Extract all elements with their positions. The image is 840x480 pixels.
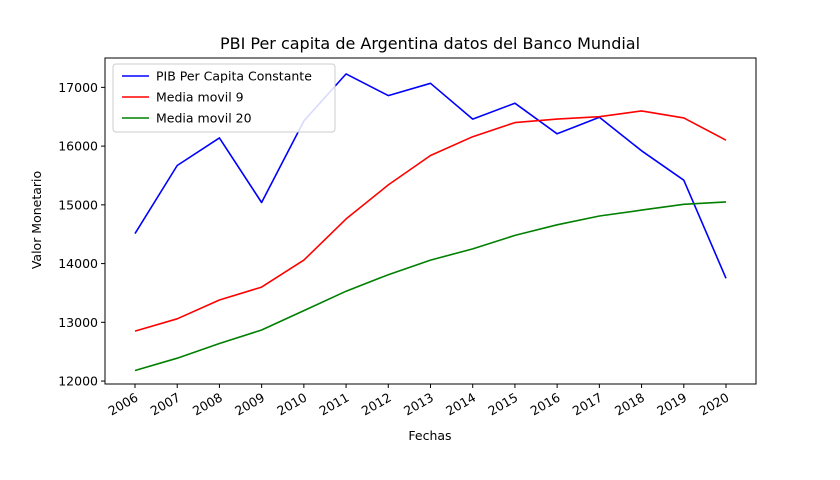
y-tick-label: 15000 bbox=[58, 197, 98, 212]
x-tick-label: 2015 bbox=[485, 390, 520, 419]
y-tick-label: 16000 bbox=[58, 139, 98, 154]
series-line-1 bbox=[134, 110, 727, 332]
x-tick-label: 2012 bbox=[359, 390, 394, 419]
legend-box bbox=[112, 63, 336, 133]
x-tick-label: 2009 bbox=[232, 390, 267, 419]
y-tick-label: 14000 bbox=[58, 256, 98, 271]
x-tick-label: 2007 bbox=[148, 390, 183, 419]
x-axis: 2006 2007 2008 2009 2010 2011 2012 2013 2014 2015… bbox=[105, 384, 732, 419]
y-tick-label: 17000 bbox=[58, 80, 98, 95]
legend-entry: PIB Per Capita Constante bbox=[156, 69, 312, 84]
x-tick-label: 2016 bbox=[528, 390, 563, 419]
x-axis-label: Fechas bbox=[408, 428, 451, 443]
x-tick-label: 2008 bbox=[190, 390, 225, 419]
series-line-2 bbox=[134, 201, 727, 372]
x-tick-label: 2006 bbox=[105, 390, 140, 419]
x-tick-label: 2013 bbox=[401, 390, 436, 419]
series-layer bbox=[134, 73, 727, 372]
x-tick-label: 2014 bbox=[443, 390, 478, 419]
y-tick-label: 12000 bbox=[58, 374, 98, 389]
legend-entry: Media movil 9 bbox=[156, 90, 244, 105]
legend-entry: Media movil 20 bbox=[156, 111, 252, 126]
y-axis: 12000 13000 14000 15000 16000 17000 bbox=[58, 80, 105, 389]
y-tick-label: 13000 bbox=[58, 315, 98, 330]
x-tick-label: 2018 bbox=[612, 390, 647, 419]
y-axis-label: Valor Monetario bbox=[29, 171, 44, 269]
chart-title: PBI Per capita de Argentina datos del Ba… bbox=[220, 34, 640, 53]
x-tick-label: 2010 bbox=[274, 390, 309, 419]
x-tick-label: 2020 bbox=[696, 390, 731, 419]
x-tick-label: 2017 bbox=[570, 390, 605, 419]
x-tick-label: 2019 bbox=[654, 390, 689, 419]
x-tick-label: 2011 bbox=[317, 390, 352, 419]
series-line-0 bbox=[134, 73, 727, 279]
legend: PIB Per Capita Constante Media movil 9 Med… bbox=[112, 63, 336, 133]
